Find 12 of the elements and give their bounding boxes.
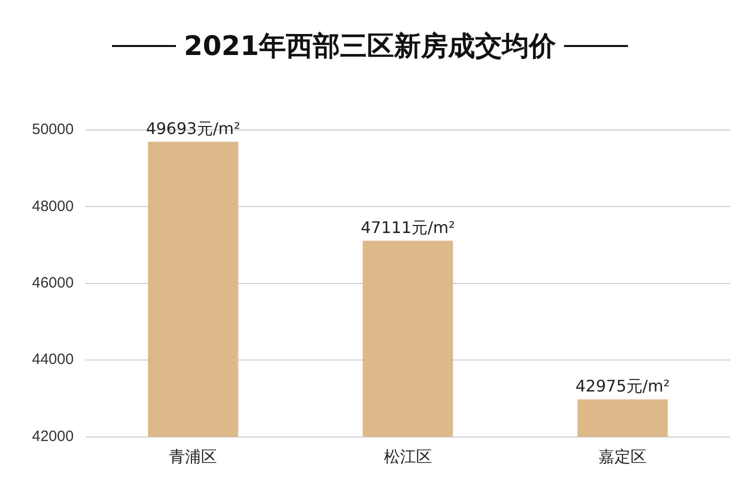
data-label: 47111元/m² bbox=[360, 218, 456, 237]
x-tick-label: 松江区 bbox=[384, 448, 432, 466]
x-tick-label: 青浦区 bbox=[169, 448, 218, 466]
x-tick-label: 嘉定区 bbox=[598, 448, 647, 466]
data-label: 49693元/m² bbox=[146, 118, 240, 138]
y-tick-label: 48000 bbox=[32, 198, 74, 215]
y-tick-label: 42000 bbox=[32, 428, 74, 445]
chart-title: 2021年西部三区新房成交均价 bbox=[184, 30, 556, 64]
y-tick-label: 46000 bbox=[32, 274, 74, 292]
y-tick-label: 44000 bbox=[32, 351, 74, 368]
y-tick-label: 50000 bbox=[32, 121, 74, 138]
data-label: 42975元/m² bbox=[575, 376, 670, 396]
